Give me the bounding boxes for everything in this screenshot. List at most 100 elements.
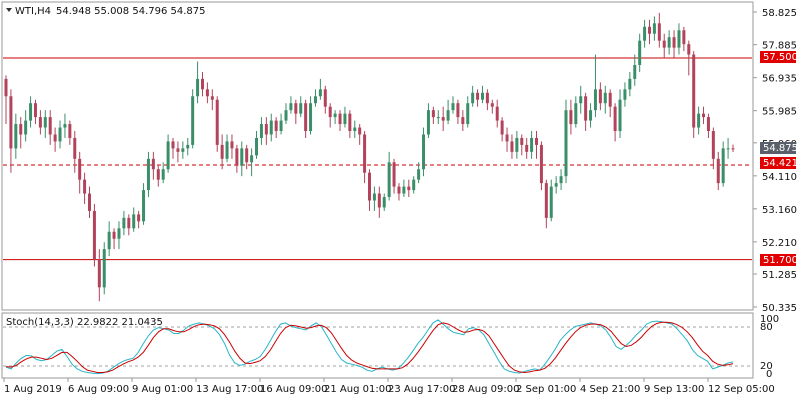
candle[interactable] (309, 96, 313, 135)
candle[interactable] (402, 179, 406, 198)
candle[interactable] (9, 89, 13, 173)
candle[interactable] (250, 148, 254, 177)
candle[interactable] (284, 103, 288, 125)
candle[interactable] (274, 117, 278, 138)
candle[interactable] (623, 82, 627, 107)
candle[interactable] (146, 151, 150, 198)
candle[interactable] (323, 85, 327, 114)
candle[interactable] (259, 117, 263, 145)
candle[interactable] (161, 162, 165, 184)
candle[interactable] (353, 120, 357, 138)
stochastic-pane[interactable] (1, 312, 754, 379)
candle[interactable] (510, 134, 514, 159)
candle[interactable] (92, 203, 96, 267)
candle[interactable] (480, 85, 484, 104)
candle[interactable] (102, 242, 106, 295)
candle[interactable] (731, 144, 735, 152)
candle[interactable] (633, 54, 637, 86)
candle[interactable] (156, 165, 160, 187)
candle[interactable] (417, 162, 421, 184)
candle[interactable] (24, 110, 28, 142)
candle[interactable] (638, 33, 642, 72)
candle[interactable] (220, 134, 224, 170)
candle[interactable] (549, 179, 553, 222)
candle[interactable] (593, 54, 597, 118)
candle[interactable] (422, 127, 426, 177)
candle[interactable] (569, 99, 573, 135)
candle[interactable] (441, 106, 445, 132)
candle[interactable] (142, 183, 146, 225)
candle[interactable] (466, 96, 470, 128)
candle[interactable] (697, 106, 701, 135)
candle[interactable] (343, 106, 347, 128)
candle[interactable] (520, 134, 524, 156)
candle[interactable] (476, 89, 480, 107)
candle[interactable] (205, 82, 209, 104)
candle[interactable] (559, 169, 563, 191)
candle[interactable] (33, 99, 37, 125)
candle[interactable] (485, 89, 489, 111)
candle[interactable] (706, 113, 710, 138)
candle[interactable] (554, 176, 558, 194)
candle[interactable] (117, 221, 121, 250)
candle[interactable] (48, 110, 52, 145)
candle[interactable] (14, 113, 18, 159)
candle[interactable] (579, 85, 583, 114)
candle[interactable] (127, 214, 131, 236)
candle[interactable] (304, 99, 308, 138)
candle[interactable] (535, 131, 539, 159)
candle[interactable] (112, 228, 116, 250)
candle[interactable] (392, 158, 396, 194)
candle[interactable] (603, 85, 607, 114)
candle[interactable] (505, 127, 509, 152)
candle[interactable] (137, 210, 141, 229)
candle[interactable] (672, 30, 676, 59)
candle[interactable] (58, 120, 62, 149)
candle[interactable] (122, 210, 126, 236)
candle[interactable] (318, 78, 322, 100)
candle[interactable] (348, 110, 352, 138)
candle[interactable] (151, 151, 155, 180)
candle[interactable] (196, 61, 200, 104)
candle[interactable] (721, 141, 725, 187)
candle[interactable] (716, 151, 720, 191)
candle[interactable] (407, 179, 411, 198)
candle[interactable] (525, 137, 529, 159)
candle[interactable] (436, 110, 440, 125)
candle[interactable] (53, 127, 57, 152)
candle[interactable] (186, 137, 190, 156)
candle[interactable] (289, 96, 293, 114)
candle[interactable] (662, 33, 666, 59)
candle[interactable] (245, 144, 249, 170)
candle[interactable] (299, 96, 303, 118)
candle[interactable] (171, 137, 175, 159)
candle[interactable] (97, 249, 101, 302)
candle[interactable] (191, 89, 195, 149)
candle[interactable] (539, 141, 543, 191)
candle[interactable] (471, 85, 475, 107)
candle[interactable] (338, 110, 342, 132)
candle[interactable] (608, 89, 612, 118)
candle[interactable] (426, 103, 430, 138)
candle[interactable] (682, 26, 686, 52)
candle[interactable] (589, 103, 593, 128)
candle[interactable] (200, 71, 204, 97)
candle[interactable] (210, 89, 214, 111)
candle[interactable] (368, 169, 371, 211)
candle[interactable] (647, 19, 651, 45)
candlestick-series[interactable] (4, 12, 735, 302)
candle[interactable] (176, 141, 180, 163)
candle[interactable] (574, 96, 578, 128)
candle[interactable] (456, 99, 460, 125)
candle[interactable] (726, 137, 730, 159)
candle[interactable] (4, 75, 8, 125)
candle[interactable] (294, 99, 298, 125)
candle[interactable] (132, 207, 136, 232)
candle[interactable] (166, 134, 170, 173)
candle[interactable] (657, 12, 661, 48)
candle[interactable] (73, 131, 77, 173)
candle[interactable] (181, 141, 185, 159)
candle[interactable] (230, 134, 234, 159)
candle[interactable] (711, 127, 715, 170)
candle[interactable] (269, 113, 273, 142)
